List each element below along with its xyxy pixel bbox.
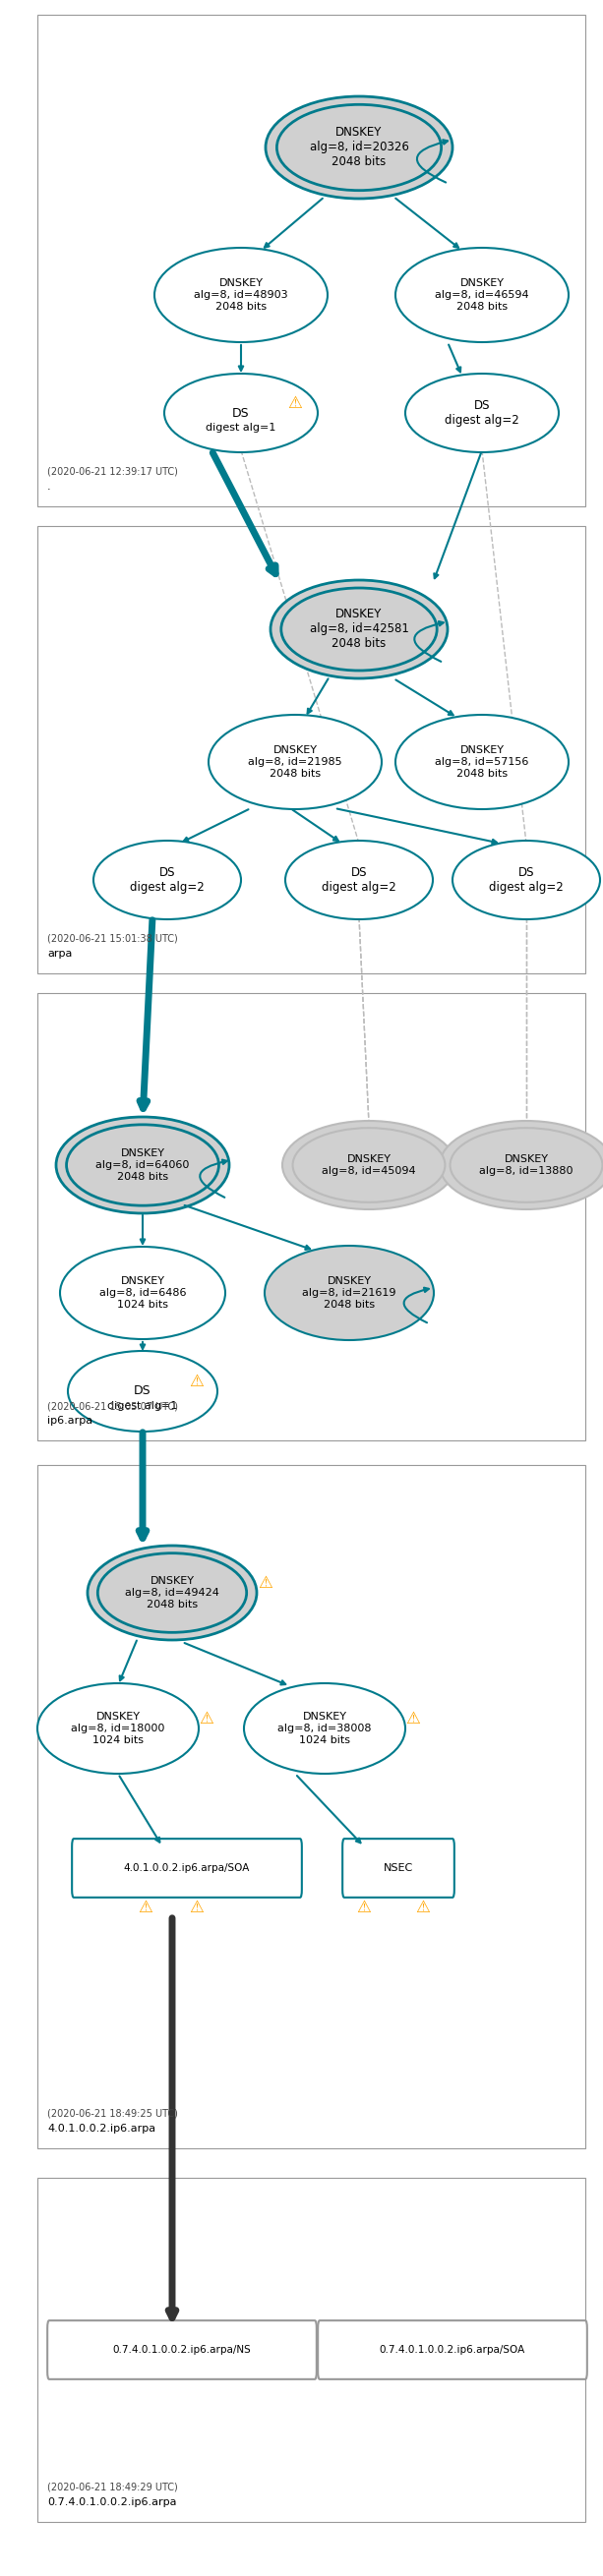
Ellipse shape bbox=[271, 580, 447, 677]
Text: 0.7.4.0.1.0.0.2.ip6.arpa: 0.7.4.0.1.0.0.2.ip6.arpa bbox=[47, 2496, 177, 2506]
Text: DNSKEY
alg=8, id=21619
2048 bits: DNSKEY alg=8, id=21619 2048 bits bbox=[302, 1278, 396, 1309]
Text: DNSKEY
alg=8, id=13880: DNSKEY alg=8, id=13880 bbox=[479, 1154, 573, 1175]
Bar bbox=[37, 2177, 586, 2522]
Ellipse shape bbox=[405, 374, 559, 453]
Ellipse shape bbox=[56, 1118, 229, 1213]
Text: DNSKEY
alg=8, id=64060
2048 bits: DNSKEY alg=8, id=64060 2048 bits bbox=[96, 1149, 189, 1182]
Ellipse shape bbox=[37, 1682, 199, 1775]
Text: (2020-06-21 15:01:38 UTC): (2020-06-21 15:01:38 UTC) bbox=[47, 935, 178, 943]
Text: 0.7.4.0.1.0.0.2.ip6.arpa/NS: 0.7.4.0.1.0.0.2.ip6.arpa/NS bbox=[113, 2344, 251, 2354]
Text: DS
digest alg=2: DS digest alg=2 bbox=[445, 399, 519, 428]
Text: DNSKEY
alg=8, id=38008
1024 bits: DNSKEY alg=8, id=38008 1024 bits bbox=[277, 1713, 371, 1744]
Ellipse shape bbox=[440, 1121, 603, 1208]
Ellipse shape bbox=[93, 840, 241, 920]
Ellipse shape bbox=[396, 247, 569, 343]
FancyBboxPatch shape bbox=[72, 1839, 302, 1899]
Text: ip6.arpa: ip6.arpa bbox=[47, 1417, 93, 1425]
Text: ⚠: ⚠ bbox=[138, 1899, 153, 1917]
Ellipse shape bbox=[60, 1247, 226, 1340]
Ellipse shape bbox=[265, 95, 452, 198]
Text: DNSKEY
alg=8, id=6486
1024 bits: DNSKEY alg=8, id=6486 1024 bits bbox=[99, 1278, 186, 1309]
Ellipse shape bbox=[209, 714, 382, 809]
Text: ⚠: ⚠ bbox=[199, 1710, 214, 1728]
Text: ⚠: ⚠ bbox=[288, 394, 303, 412]
Text: ⚠: ⚠ bbox=[189, 1899, 204, 1917]
Text: NSEC: NSEC bbox=[384, 1862, 413, 1873]
Ellipse shape bbox=[281, 587, 437, 670]
Ellipse shape bbox=[164, 374, 318, 453]
Text: ⚠: ⚠ bbox=[406, 1710, 420, 1728]
Bar bbox=[37, 15, 586, 507]
Ellipse shape bbox=[68, 1350, 218, 1432]
Ellipse shape bbox=[244, 1682, 405, 1775]
Text: (2020-06-21 12:39:17 UTC): (2020-06-21 12:39:17 UTC) bbox=[47, 466, 178, 477]
Ellipse shape bbox=[282, 1121, 455, 1208]
Text: DNSKEY
alg=8, id=49424
2048 bits: DNSKEY alg=8, id=49424 2048 bits bbox=[125, 1577, 219, 1610]
Ellipse shape bbox=[265, 1247, 434, 1340]
Text: DNSKEY
alg=8, id=46594
2048 bits: DNSKEY alg=8, id=46594 2048 bits bbox=[435, 278, 529, 312]
Text: arpa: arpa bbox=[47, 948, 72, 958]
Bar bbox=[37, 1466, 586, 2148]
Text: DNSKEY
alg=8, id=42581
2048 bits: DNSKEY alg=8, id=42581 2048 bits bbox=[309, 608, 409, 649]
Ellipse shape bbox=[285, 840, 433, 920]
Text: (2020-06-21 18:49:25 UTC): (2020-06-21 18:49:25 UTC) bbox=[47, 2110, 178, 2120]
Ellipse shape bbox=[277, 106, 441, 191]
Text: digest alg=1: digest alg=1 bbox=[206, 422, 276, 433]
Text: DNSKEY
alg=8, id=45094: DNSKEY alg=8, id=45094 bbox=[322, 1154, 416, 1175]
Text: DS
digest alg=2: DS digest alg=2 bbox=[489, 866, 564, 894]
Ellipse shape bbox=[154, 247, 327, 343]
Text: DNSKEY
alg=8, id=57156
2048 bits: DNSKEY alg=8, id=57156 2048 bits bbox=[435, 744, 529, 778]
Text: 4.0.1.0.0.2.ip6.arpa: 4.0.1.0.0.2.ip6.arpa bbox=[47, 2123, 156, 2133]
Text: (2020-06-21 18:49:29 UTC): (2020-06-21 18:49:29 UTC) bbox=[47, 2483, 178, 2494]
FancyBboxPatch shape bbox=[48, 2321, 317, 2380]
Text: (2020-06-21 15:05:07 UTC): (2020-06-21 15:05:07 UTC) bbox=[47, 1401, 178, 1412]
Ellipse shape bbox=[452, 840, 600, 920]
FancyBboxPatch shape bbox=[318, 2321, 587, 2380]
Ellipse shape bbox=[98, 1553, 247, 1633]
Text: DS
digest alg=2: DS digest alg=2 bbox=[322, 866, 396, 894]
Text: 4.0.1.0.0.2.ip6.arpa/SOA: 4.0.1.0.0.2.ip6.arpa/SOA bbox=[124, 1862, 250, 1873]
Text: ⚠: ⚠ bbox=[189, 1373, 204, 1391]
Ellipse shape bbox=[87, 1546, 257, 1641]
Bar bbox=[37, 992, 586, 1440]
Text: DS: DS bbox=[232, 407, 250, 420]
Bar bbox=[37, 526, 586, 974]
Ellipse shape bbox=[450, 1128, 602, 1203]
Text: ⚠: ⚠ bbox=[356, 1899, 371, 1917]
Text: ⚠: ⚠ bbox=[415, 1899, 431, 1917]
Text: .: . bbox=[47, 482, 51, 492]
Ellipse shape bbox=[66, 1126, 219, 1206]
Text: DS
digest alg=2: DS digest alg=2 bbox=[130, 866, 204, 894]
Text: DNSKEY
alg=8, id=48903
2048 bits: DNSKEY alg=8, id=48903 2048 bits bbox=[194, 278, 288, 312]
FancyBboxPatch shape bbox=[343, 1839, 454, 1899]
Ellipse shape bbox=[396, 714, 569, 809]
Text: ⚠: ⚠ bbox=[258, 1574, 273, 1592]
Text: DNSKEY
alg=8, id=18000
1024 bits: DNSKEY alg=8, id=18000 1024 bits bbox=[71, 1713, 165, 1744]
Text: digest alg=1: digest alg=1 bbox=[107, 1401, 178, 1412]
Ellipse shape bbox=[292, 1128, 445, 1203]
Text: DNSKEY
alg=8, id=20326
2048 bits: DNSKEY alg=8, id=20326 2048 bits bbox=[309, 126, 409, 167]
Text: 0.7.4.0.1.0.0.2.ip6.arpa/SOA: 0.7.4.0.1.0.0.2.ip6.arpa/SOA bbox=[379, 2344, 525, 2354]
Text: DNSKEY
alg=8, id=21985
2048 bits: DNSKEY alg=8, id=21985 2048 bits bbox=[248, 744, 342, 778]
Text: DS: DS bbox=[134, 1386, 151, 1399]
